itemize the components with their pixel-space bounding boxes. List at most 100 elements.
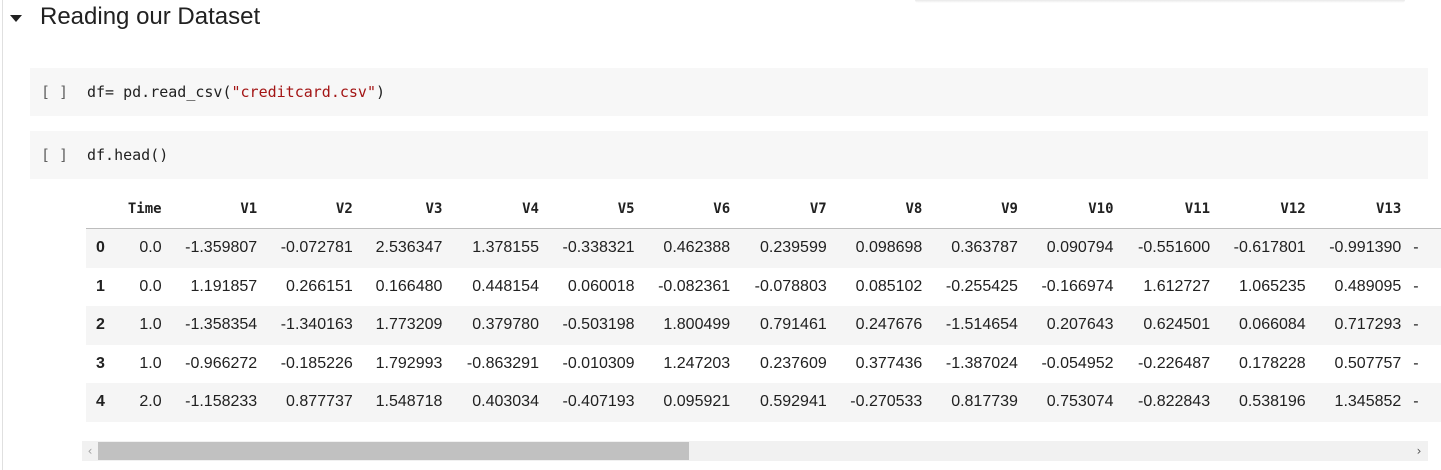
code-line[interactable]: df= pd.read_csv("creditcard.csv") [87,83,385,101]
row-index: 4 [96,393,105,411]
table-cell: 0.363787 [951,239,1018,257]
column-header: V12 [1210,190,1306,229]
table-cell: -0.226487 [1138,354,1211,372]
column-header: V3 [352,190,443,229]
table-cell: 1.378155 [472,239,539,257]
table-row: 1 0.0 1.191857 0.266151 0.166480 0.448154 0.06… [86,268,1441,307]
column-header-overflow [1401,190,1441,229]
table-cell: 0.791461 [760,316,827,334]
table-cell: 0.0 [139,239,162,257]
table-cell: 1.191857 [190,277,258,295]
table-cell: 0.507757 [1334,354,1402,372]
column-header: V8 [826,190,923,229]
table-cell: 1.065235 [1238,277,1306,295]
table-cell: -0.338321 [562,239,635,257]
cell-left-border [2,0,3,470]
column-header: V2 [257,190,353,229]
table-cell: -0.617801 [1233,239,1306,257]
table-cell: 0.379780 [472,316,539,334]
table-row: 4 2.0 -1.158233 0.877737 1.548718 0.403034 -0.… [86,383,1441,422]
table-cell: 0.237609 [760,354,827,372]
code-text: ) [376,83,386,101]
column-header: Time [121,190,162,229]
table-cell: 0.717293 [1334,316,1402,334]
table-cell: 0.448154 [472,277,539,295]
table-cell: -0.863291 [466,354,539,372]
scroll-left-arrow-icon[interactable]: ‹ [87,444,93,458]
truncated-cell: - [1413,239,1419,257]
row-index: 2 [96,316,105,334]
code-text: df.head() [87,146,169,164]
table-cell: 0.462388 [663,239,731,257]
run-cell-button[interactable]: [ ] [41,146,69,164]
scrollbar-thumb[interactable] [98,442,689,460]
section-header[interactable]: Reading our Dataset [10,0,260,34]
table-cell: 2.536347 [375,239,443,257]
table-cell: -1.340163 [280,316,353,334]
table-cell: 0.403034 [472,393,539,411]
run-cell-button[interactable]: [ ] [41,83,69,101]
table-cell: -1.158233 [185,393,258,411]
table-cell: 0.090794 [1046,239,1114,257]
table-cell: 2.0 [139,393,162,411]
table-cell: 0.095921 [663,393,731,411]
column-header: V13 [1305,190,1402,229]
table-cell: 0.538196 [1238,393,1306,411]
row-index: 3 [96,354,105,372]
index-header [86,190,122,229]
code-cell-head[interactable]: [ ] df.head() [30,131,1428,179]
code-line[interactable]: df.head() [87,146,168,164]
table-cell: 1.548718 [375,393,443,411]
table-body: 0 0.0 -1.359807 -0.072781 2.536347 1.378155 -0… [86,228,1441,422]
table-cell: 1.800499 [663,316,731,334]
table-row: 0 0.0 -1.359807 -0.072781 2.536347 1.378155 -0… [86,228,1441,268]
column-header: V6 [634,190,731,229]
toolbar-shadow [915,0,1405,3]
truncated-cell: - [1413,277,1419,295]
table-cell: 0.085102 [855,277,923,295]
table-cell: 0.817739 [951,393,1018,411]
table-cell: 1.247203 [663,354,731,372]
caret-down-icon[interactable] [10,14,22,22]
column-header: V4 [442,190,539,229]
table-cell: 0.247676 [855,316,923,334]
table-cell: 0.489095 [1334,277,1402,295]
table-row: 3 1.0 -0.966272 -0.185226 1.792993 -0.863291 -… [86,345,1441,384]
table-cell: 1.0 [139,316,162,334]
table-cell: 0.0 [139,277,162,295]
table-cell: -0.503198 [562,316,635,334]
truncated-cell: - [1413,393,1419,411]
table-cell: 1.345852 [1334,393,1402,411]
cell-output: Time V1 V2 V3 V4 V5 V6 V7 V8 V9 V10 V11 V12 V13 0 0.0 -… [86,190,1441,425]
table-cell: -0.166974 [1041,277,1114,295]
column-header: V5 [538,190,635,229]
truncated-cell: - [1413,354,1419,372]
column-header: V7 [730,190,827,229]
table-cell: -1.387024 [945,354,1018,372]
table-cell: 0.877737 [286,393,353,411]
table-cell: 0.166480 [375,277,443,295]
dataframe-table: Time V1 V2 V3 V4 V5 V6 V7 V8 V9 V10 V11 V12 V13 0 0.0 -… [86,190,1441,422]
table-cell: -0.270533 [850,393,923,411]
column-header: V1 [161,190,258,229]
column-header: V11 [1113,190,1211,229]
table-cell: 0.377436 [855,354,923,372]
table-cell: 1.612727 [1143,277,1211,295]
table-cell: -1.359807 [185,239,258,257]
table-cell: -1.514654 [945,316,1018,334]
scroll-right-arrow-icon[interactable]: › [1416,444,1422,458]
row-index: 1 [96,277,105,295]
table-cell: 0.178228 [1238,354,1306,372]
table-cell: -0.966272 [185,354,258,372]
table-cell: 1.773209 [375,316,443,334]
table-cell: -0.822843 [1138,393,1211,411]
table-cell: 0.239599 [760,239,827,257]
table-cell: -0.255425 [945,277,1018,295]
table-cell: 0.098698 [855,239,923,257]
table-cell: 0.060018 [567,277,635,295]
table-cell: 1.792993 [375,354,443,372]
code-cell-read-csv[interactable]: [ ] df= pd.read_csv("creditcard.csv") [30,68,1428,116]
column-header: V10 [1017,190,1114,229]
table-cell: -0.078803 [754,277,827,295]
